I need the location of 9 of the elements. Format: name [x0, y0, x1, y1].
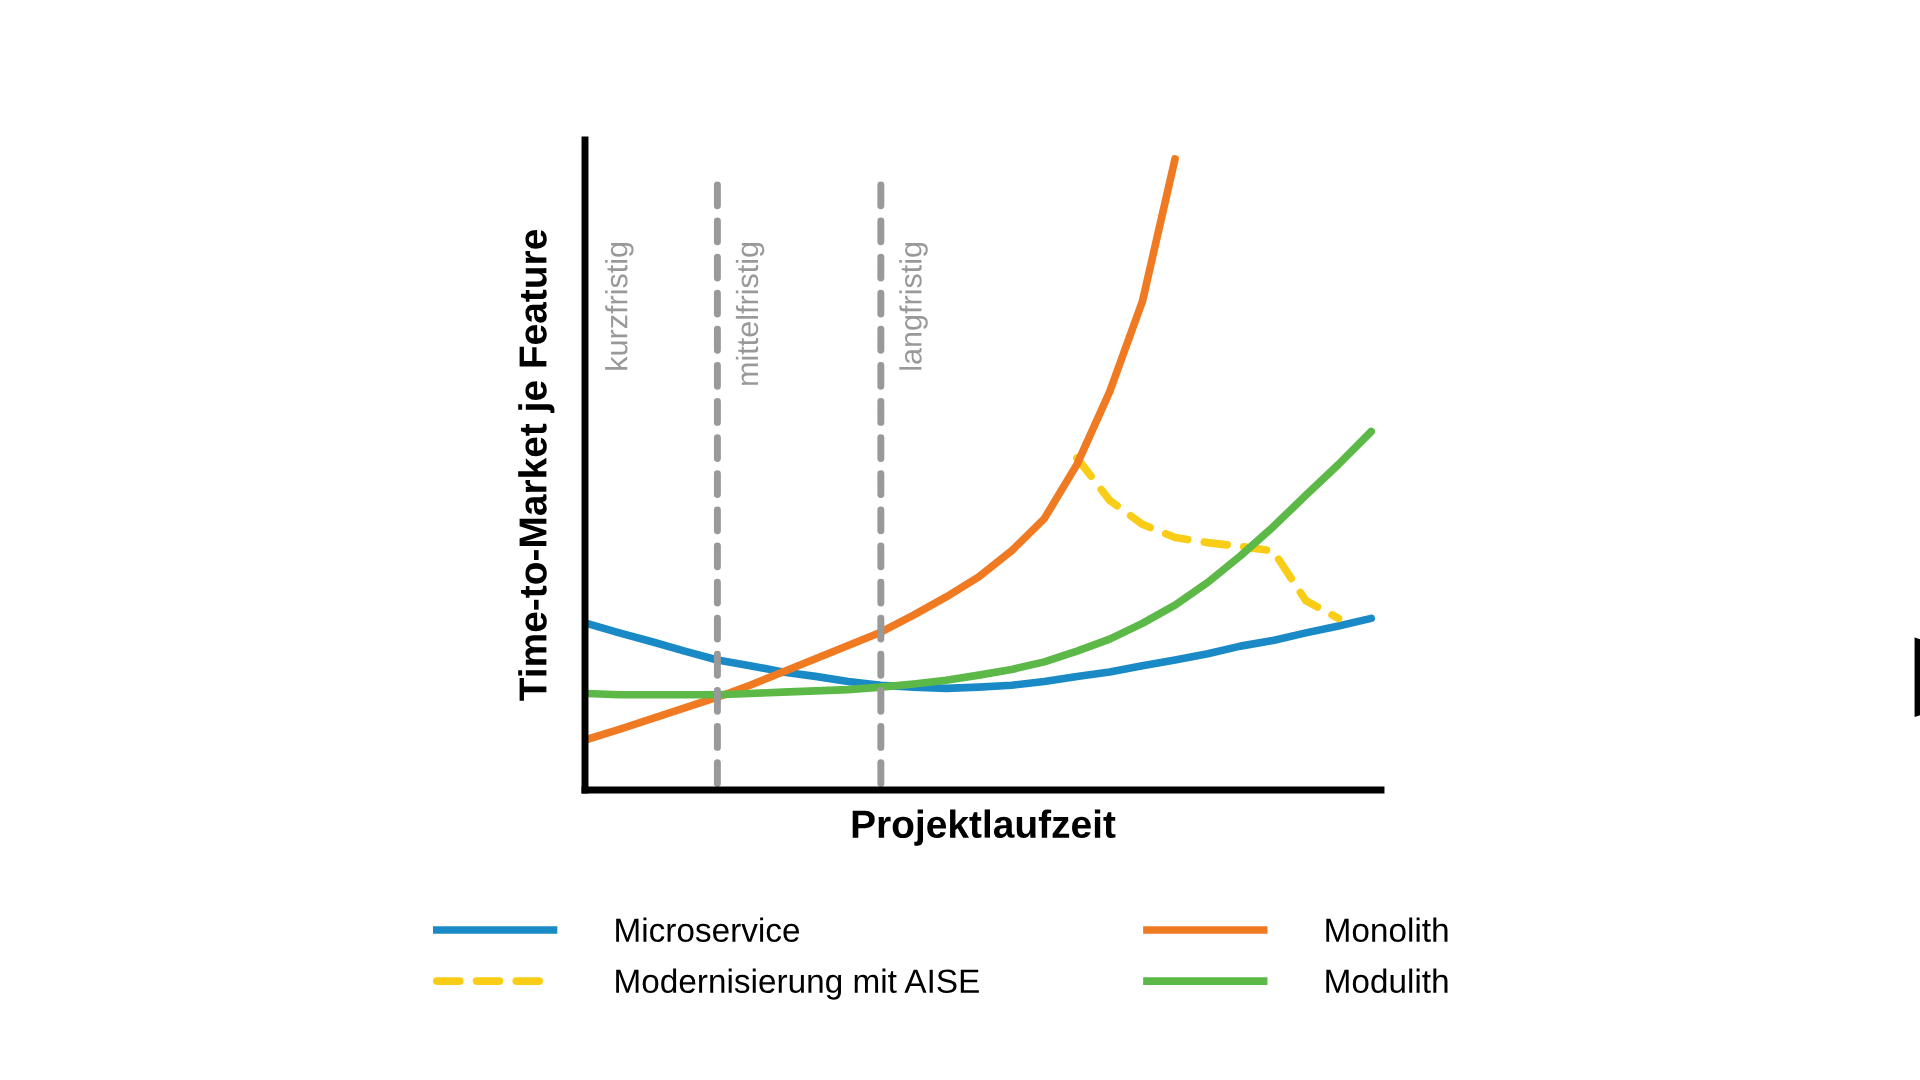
legend-label: Microservice: [616, 917, 800, 942]
y-axis-title: Time-to-Market je Feature: [518, 230, 555, 701]
legend-label: Modernisierung mit AISE: [616, 968, 979, 1000]
annotation: langfristig: [899, 242, 928, 370]
x-axis-title: Projektlaufzeit: [852, 809, 1116, 846]
legend-label: Monolith: [1326, 917, 1448, 942]
legend-label: Modulith: [1326, 968, 1448, 994]
annotation: mittelfristig: [735, 242, 765, 385]
annotation: kurzfristig: [605, 242, 634, 370]
